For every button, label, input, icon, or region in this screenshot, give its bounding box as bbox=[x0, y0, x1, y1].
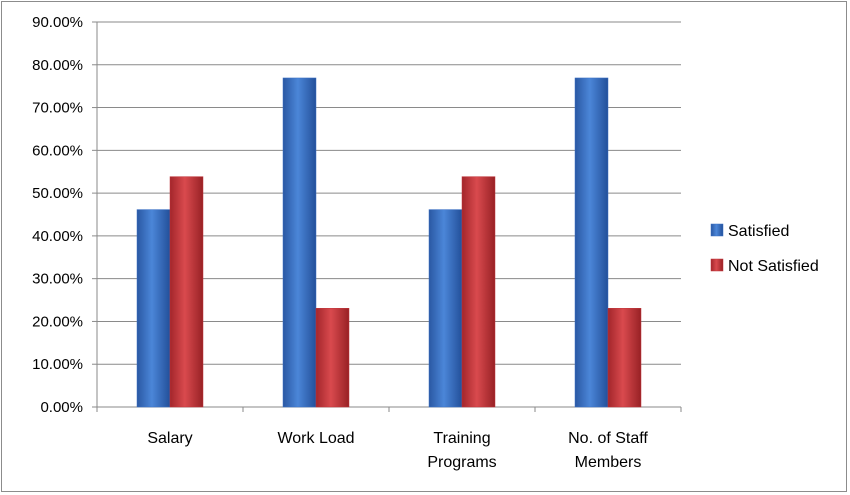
bar-not-satisfied-2 bbox=[461, 176, 496, 408]
x-tick-label: No. of Staff Members bbox=[568, 430, 648, 471]
bar-satisfied-2 bbox=[428, 209, 463, 408]
legend-label-0: Satisfied bbox=[728, 223, 789, 240]
bar-not-satisfied-1 bbox=[315, 308, 350, 408]
bar-satisfied-1 bbox=[282, 77, 317, 408]
bar-satisfied-3 bbox=[574, 77, 609, 408]
y-tick-label: 90.00% bbox=[32, 14, 83, 31]
x-tick-label: Work Load bbox=[277, 430, 354, 447]
bar-not-satisfied-3 bbox=[607, 308, 642, 408]
x-tick-label: Training Programs bbox=[427, 430, 496, 471]
bar-satisfied-0 bbox=[136, 209, 171, 408]
y-tick-label: 80.00% bbox=[32, 57, 83, 74]
y-tick-label: 70.00% bbox=[32, 100, 83, 117]
legend-swatch-0 bbox=[710, 223, 724, 237]
y-tick-label: 0.00% bbox=[40, 399, 83, 416]
y-tick-label: 30.00% bbox=[32, 271, 83, 288]
y-tick-label: 60.00% bbox=[32, 142, 83, 159]
legend: Satisfied Not Satisfied bbox=[710, 223, 819, 275]
x-tick-label: Salary bbox=[147, 430, 192, 447]
bar-not-satisfied-0 bbox=[169, 176, 204, 408]
y-tick-label: 20.00% bbox=[32, 313, 83, 330]
legend-swatch-1 bbox=[710, 258, 724, 272]
axis-labels: 0.00% 10.00% 20.00% 30.00% 40.00% 50.00% 60.00… bbox=[32, 14, 648, 471]
y-tick-label: 40.00% bbox=[32, 228, 83, 245]
y-tick-label: 50.00% bbox=[32, 185, 83, 202]
legend-label-1: Not Satisfied bbox=[728, 258, 819, 275]
bars bbox=[136, 77, 642, 408]
y-tick-label: 10.00% bbox=[32, 356, 83, 373]
